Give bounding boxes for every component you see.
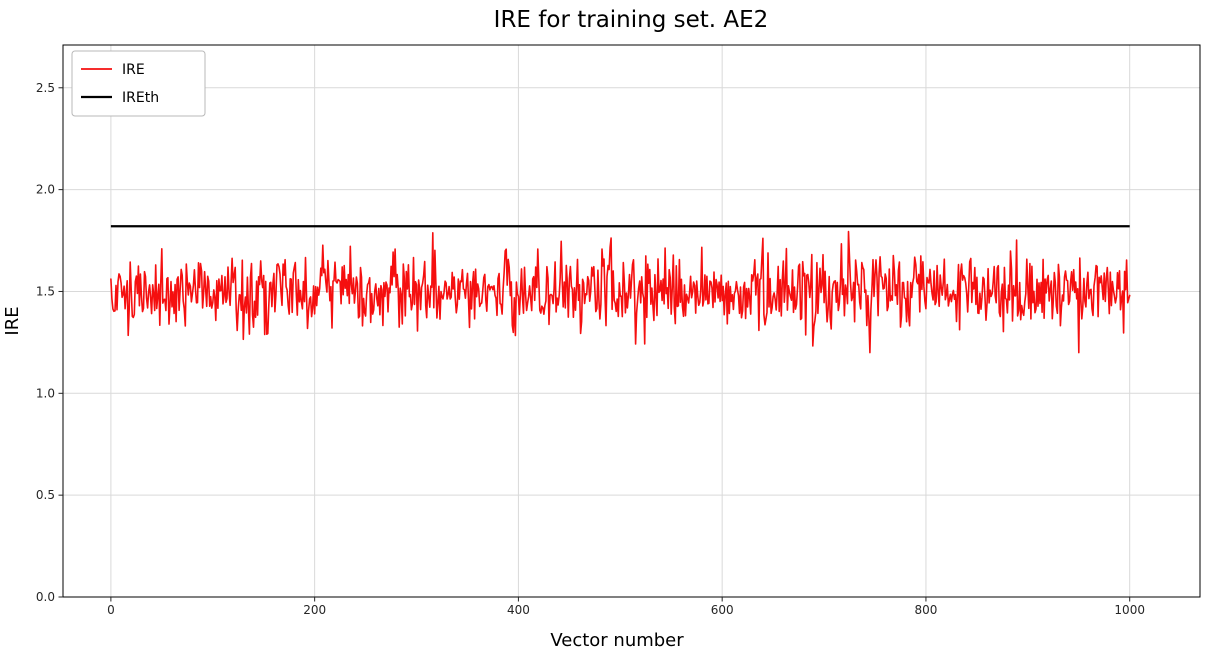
legend-box <box>71 50 206 117</box>
x-tick-label: 400 <box>507 603 530 617</box>
x-tick-label: 1000 <box>1114 603 1145 617</box>
y-tick-label: 0.0 <box>36 590 55 604</box>
legend-ireth-label: IREth <box>122 90 159 106</box>
plot-series-layer <box>110 225 1131 354</box>
y-axis-label: IRE <box>2 306 23 335</box>
ire-noisy-line <box>110 230 1131 354</box>
chart-title: IRE for training set. AE2 <box>494 7 769 33</box>
x-tick-label: 200 <box>303 603 326 617</box>
x-tick-label: 600 <box>711 603 734 617</box>
legend-ire-label: IRE <box>122 62 145 78</box>
y-tick-label: 0.5 <box>36 488 55 502</box>
plot-frame <box>62 44 1201 598</box>
tick-label-layer: 0 200 400 600 800 1000 0.0 0.5 1.0 1.5 2.0 2.5 <box>36 81 1145 617</box>
y-tick-label: 2.0 <box>36 183 55 197</box>
y-tick-label: 1.0 <box>36 386 55 400</box>
tick-layer <box>58 87 1131 602</box>
x-tick-label: 800 <box>914 603 937 617</box>
x-axis-label: Vector number <box>550 630 684 651</box>
y-tick-label: 1.5 <box>36 284 55 298</box>
legend: IRE IREth <box>71 50 206 117</box>
y-tick-label: 2.5 <box>36 81 55 95</box>
grid-layer <box>63 45 1200 598</box>
x-tick-label: 0 <box>107 603 115 617</box>
